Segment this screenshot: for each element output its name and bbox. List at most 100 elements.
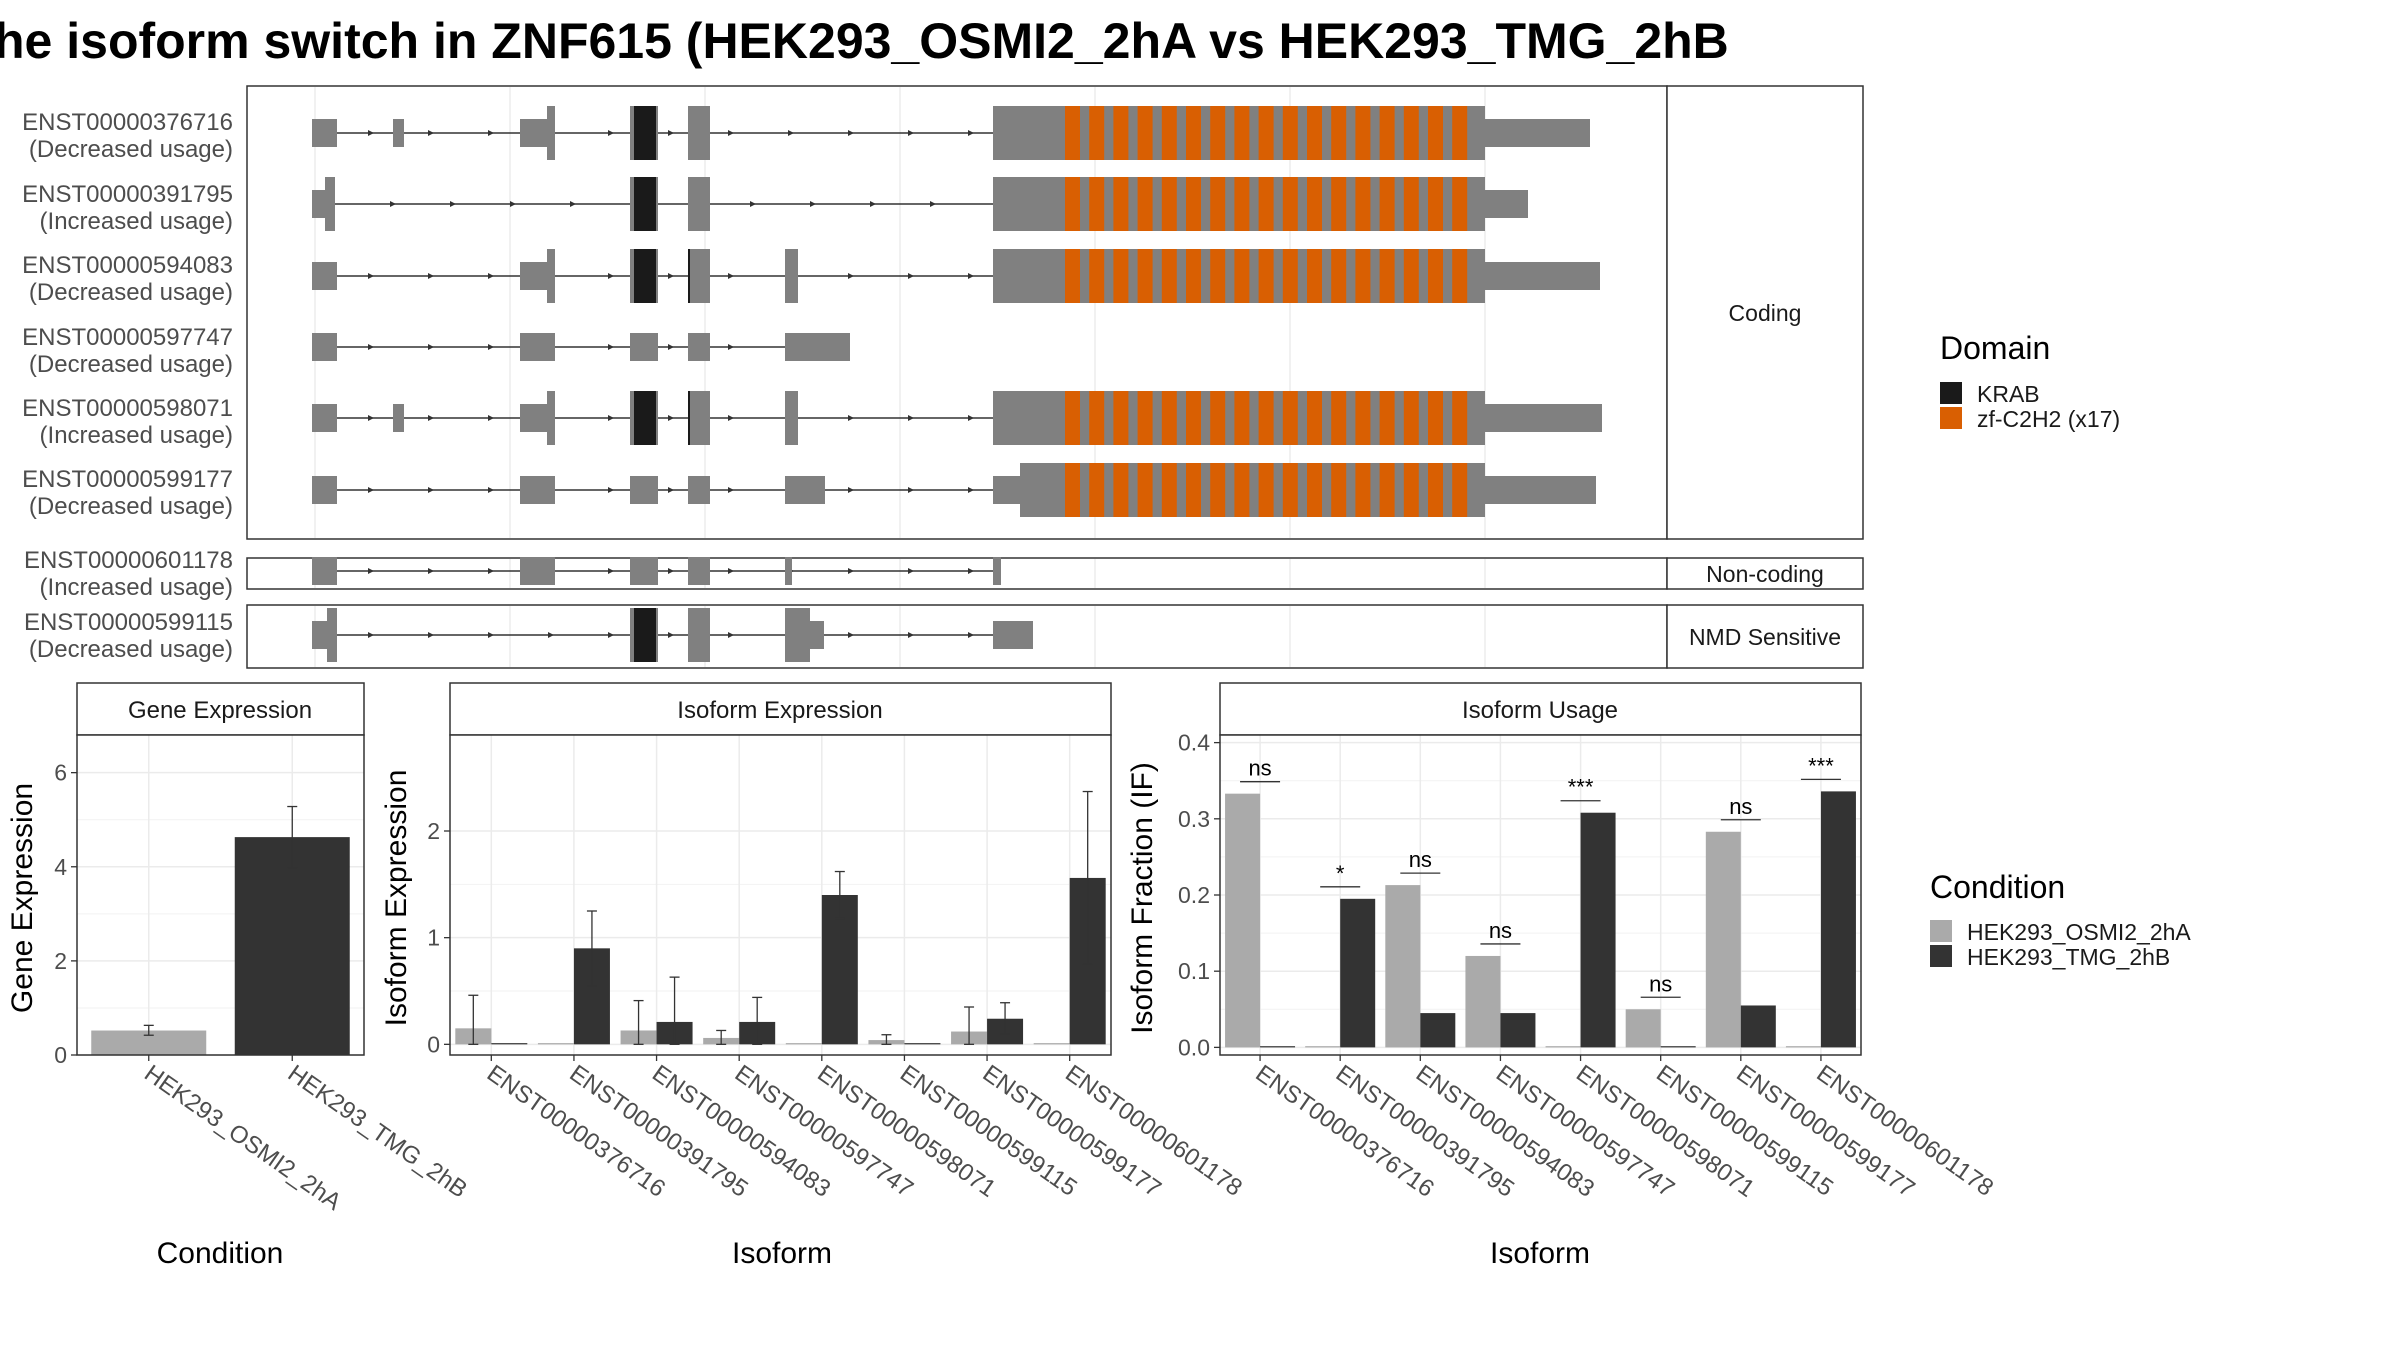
- y-tick-label: 2: [54, 948, 67, 974]
- znf-domain: [1234, 391, 1250, 445]
- exon-block: [688, 608, 710, 662]
- strand-arrow: [728, 273, 734, 279]
- znf-domain: [1282, 391, 1298, 445]
- significance-label: ns: [1729, 794, 1752, 819]
- isoform-label-id: ENST00000594083: [22, 252, 233, 279]
- isoform-label-usage: (Decreased usage): [29, 636, 233, 663]
- isoform-label-id: ENST00000391795: [22, 181, 233, 208]
- significance-label: *: [1336, 861, 1345, 886]
- exon-block: [1485, 262, 1600, 290]
- strand-arrow: [728, 632, 734, 638]
- exon-block: [520, 404, 547, 432]
- znf-domain: [1065, 106, 1080, 160]
- bar: [1740, 1005, 1776, 1048]
- znf-legend-key: [1940, 407, 1962, 429]
- strand-arrow: [608, 568, 614, 574]
- isoform-expression-x-title: Isoform: [732, 1237, 832, 1270]
- isoform-label-group: ENST00000376716 (Decreased usage) ENST00…: [22, 109, 233, 663]
- isoform-label-usage: (Decreased usage): [29, 493, 233, 520]
- strand-arrow: [728, 568, 734, 574]
- exon-block: [993, 177, 1065, 231]
- znf-domain: [1089, 463, 1105, 517]
- znf-domain: [1186, 463, 1201, 517]
- znf-domain: [1403, 249, 1419, 303]
- bar: [1033, 1043, 1070, 1045]
- znf-domain: [1161, 463, 1177, 517]
- strand-arrow: [908, 632, 914, 638]
- znf-domain: [1137, 463, 1153, 517]
- strand-arrow: [848, 487, 854, 493]
- znf-domain: [1282, 177, 1298, 231]
- strand-arrow: [488, 273, 494, 279]
- bar: [1820, 791, 1856, 1048]
- bar: [1385, 885, 1421, 1048]
- strand-arrow: [728, 130, 734, 136]
- strand-arrow: [668, 344, 674, 350]
- strand-arrow: [428, 273, 434, 279]
- znf-domain: [1210, 463, 1226, 517]
- znf-domain: [1403, 391, 1419, 445]
- exon-block: [1020, 463, 1065, 517]
- exon-block: [393, 119, 404, 147]
- isoform-expression-panel: Isoform Expression 012ENST00000376716ENS…: [380, 682, 1247, 1270]
- exon-block: [1485, 476, 1596, 504]
- znf-domain: [1282, 249, 1298, 303]
- exon-block: [547, 106, 555, 160]
- exon-block: [630, 333, 658, 361]
- exon-block: [785, 476, 825, 504]
- znf-domain: [1258, 249, 1274, 303]
- exon-block: [785, 391, 798, 445]
- bar: [1625, 1009, 1661, 1048]
- exon-block: [993, 249, 1065, 303]
- bar: [1305, 1046, 1341, 1048]
- exon-block: [688, 333, 710, 361]
- strand-arrow: [968, 632, 974, 638]
- znf-domain: [1210, 391, 1226, 445]
- condition-b-legend-key: [1930, 945, 1952, 967]
- strand-arrow: [368, 273, 374, 279]
- znf-domain: [1065, 249, 1080, 303]
- znf-domain: [1307, 106, 1322, 160]
- znf-domain: [1258, 463, 1274, 517]
- znf-domain: [1331, 463, 1347, 517]
- strand-arrow: [548, 632, 554, 638]
- krab-legend-label: KRAB: [1977, 381, 2040, 407]
- znf-domain: [1065, 177, 1080, 231]
- znf-domain: [1258, 391, 1274, 445]
- znf-domain: [1113, 177, 1129, 231]
- isoform-label-usage: (Increased usage): [40, 574, 233, 601]
- exon-block: [520, 476, 555, 504]
- strand-arrow: [608, 632, 614, 638]
- znf-domain: [1210, 249, 1226, 303]
- znf-domain: [1403, 463, 1419, 517]
- znf-domain: [1428, 106, 1443, 160]
- significance-label: ns: [1409, 847, 1432, 872]
- exon-block: [312, 404, 337, 432]
- strand-arrow: [510, 201, 516, 207]
- znf-domain: [1428, 391, 1443, 445]
- strand-arrow: [428, 344, 434, 350]
- isoform-label-usage: (Decreased usage): [29, 351, 233, 378]
- exon-block: [312, 262, 337, 290]
- bar: [821, 895, 858, 1045]
- strand-arrow: [728, 344, 734, 350]
- znf-domain: [1355, 106, 1371, 160]
- isoform-usage-panel-title: Isoform Usage: [1462, 697, 1618, 724]
- strand-arrow: [368, 130, 374, 136]
- znf-domain: [1355, 463, 1371, 517]
- strand-arrow: [870, 201, 876, 207]
- exon-block: [688, 177, 710, 231]
- znf-domain: [1355, 391, 1371, 445]
- znf-domain: [1089, 177, 1105, 231]
- strand-arrow: [668, 487, 674, 493]
- exon-block: [993, 476, 1020, 504]
- significance-label: ns: [1248, 756, 1271, 781]
- plot-frame: [449, 734, 1112, 1056]
- znf-domain: [1113, 391, 1129, 445]
- isoform-expression-panel-title: Isoform Expression: [677, 697, 882, 724]
- strand-arrow: [848, 273, 854, 279]
- exon-block: [1485, 190, 1528, 218]
- strand-arrow: [968, 568, 974, 574]
- isoform-expression-strip: [449, 682, 1112, 736]
